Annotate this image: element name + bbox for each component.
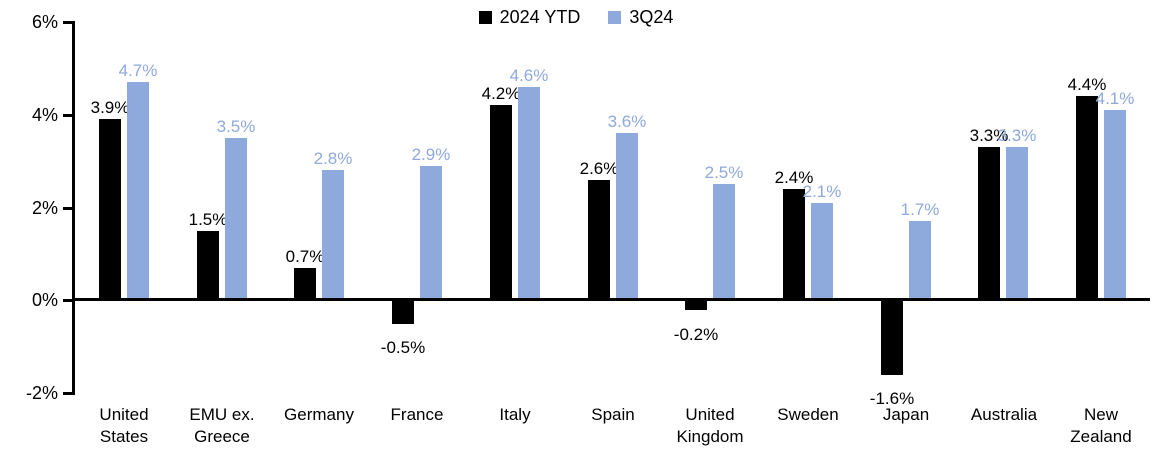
bar-3q24-new-zealand	[1104, 110, 1126, 300]
legend-label-2024-ytd: 2024 YTD	[499, 7, 581, 27]
bar-3q24-spain	[616, 133, 638, 300]
x-axis-line	[72, 298, 1150, 301]
legend: 2024 YTD 3Q24	[0, 7, 1152, 28]
category-label-sweden: Sweden	[777, 405, 839, 424]
y-tick-label-6pct: 6%	[31, 12, 58, 32]
data-label-2024-ytd-new-zealand: 4.4%	[1067, 75, 1107, 94]
y-tick-label-4pct: 4%	[31, 105, 58, 125]
data-label-2024-ytd-france: -0.5%	[380, 338, 426, 357]
bar-2024-ytd-sweden	[783, 189, 805, 300]
data-label-2024-ytd-spain: 2.6%	[579, 159, 619, 178]
data-label-3q24-australia: 3.3%	[997, 126, 1037, 145]
legend-item-2024-ytd: 2024 YTD	[478, 7, 581, 28]
data-label-2024-ytd-japan: -1.6%	[869, 389, 915, 408]
data-label-2024-ytd-germany: 0.7%	[285, 247, 325, 266]
bar-2024-ytd-spain	[588, 180, 610, 301]
data-label-3q24-france: 2.9%	[411, 145, 451, 164]
y-tick-mark	[63, 299, 75, 302]
bar-3q24-sweden	[811, 203, 833, 300]
category-label-new-zealand: New Zealand	[1070, 405, 1132, 446]
data-label-3q24-sweden: 2.1%	[802, 182, 842, 201]
data-label-2024-ytd-united-kingdom: -0.2%	[673, 325, 719, 344]
bar-3q24-emu-ex-greece	[225, 138, 247, 300]
category-label-united-states: United States	[99, 405, 149, 446]
category-label-australia: Australia	[970, 405, 1038, 424]
data-label-3q24-spain: 3.6%	[607, 112, 647, 131]
legend-item-3q24: 3Q24	[608, 7, 673, 28]
category-label-japan: Japan	[882, 405, 930, 424]
category-label-france: France	[390, 405, 444, 424]
data-label-2024-ytd-italy: 4.2%	[481, 84, 521, 103]
data-label-3q24-germany: 2.8%	[313, 149, 353, 168]
bar-3q24-united-kingdom	[713, 184, 735, 300]
bar-2024-ytd-new-zealand	[1076, 96, 1098, 300]
bar-2024-ytd-france	[392, 301, 414, 324]
y-tick-mark	[63, 21, 75, 24]
bar-3q24-germany	[322, 170, 344, 300]
bar-3q24-france	[420, 166, 442, 300]
data-label-2024-ytd-emu-ex-greece: 1.5%	[188, 210, 228, 229]
y-tick-mark	[63, 392, 75, 395]
bar-2024-ytd-united-kingdom	[685, 301, 707, 310]
data-label-3q24-japan: 1.7%	[900, 200, 940, 219]
data-label-2024-ytd-united-states: 3.9%	[90, 98, 130, 117]
y-tick-label-neg2pct: -2%	[25, 383, 58, 403]
category-label-italy: Italy	[499, 405, 531, 424]
data-label-2024-ytd-australia: 3.3%	[969, 126, 1009, 145]
category-label-germany: Germany	[284, 405, 354, 424]
bar-2024-ytd-emu-ex-greece	[197, 231, 219, 301]
bar-3q24-united-states	[127, 82, 149, 300]
category-label-united-kingdom: United Kingdom	[676, 405, 744, 446]
data-label-3q24-new-zealand: 4.1%	[1095, 89, 1135, 108]
bar-2024-ytd-united-states	[99, 119, 121, 300]
y-tick-label-0pct: 0%	[31, 290, 58, 310]
data-label-3q24-united-kingdom: 2.5%	[704, 163, 744, 182]
bar-3q24-japan	[909, 221, 931, 300]
data-label-3q24-italy: 4.6%	[509, 66, 549, 85]
data-label-3q24-emu-ex-greece: 3.5%	[216, 117, 256, 136]
legend-swatch-3q24	[608, 11, 622, 24]
y-axis-line	[72, 21, 75, 395]
legend-label-3q24: 3Q24	[629, 7, 674, 27]
data-label-2024-ytd-sweden: 2.4%	[774, 168, 814, 187]
y-tick-mark	[63, 207, 75, 210]
bar-3q24-australia	[1006, 147, 1028, 300]
y-tick-mark	[63, 114, 75, 117]
legend-swatch-2024-ytd	[478, 11, 492, 24]
bar-3q24-italy	[518, 87, 540, 300]
category-label-emu-ex-greece: EMU ex. Greece	[189, 405, 255, 446]
data-label-3q24-united-states: 4.7%	[118, 61, 158, 80]
category-label-spain: Spain	[591, 405, 635, 424]
y-tick-label-2pct: 2%	[31, 198, 58, 218]
bar-2024-ytd-japan	[881, 301, 903, 375]
bar-2024-ytd-germany	[294, 268, 316, 300]
bar-2024-ytd-italy	[490, 105, 512, 300]
bar-2024-ytd-australia	[978, 147, 1000, 300]
